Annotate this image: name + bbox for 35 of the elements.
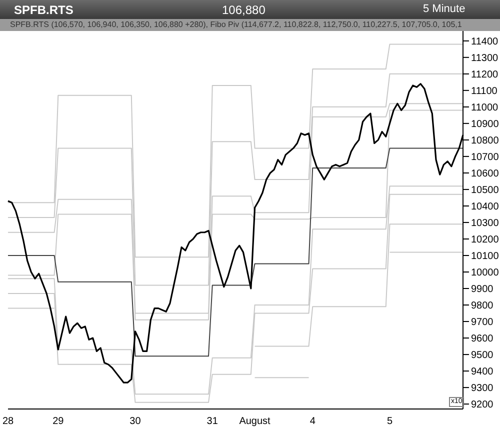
y-tick-label: 10700	[471, 152, 500, 163]
x-tick-label: 31	[206, 416, 218, 428]
y-tick-label: 9200	[471, 400, 494, 411]
y-tick-label: 9400	[471, 366, 494, 378]
x-tick-label: 28	[2, 416, 14, 428]
y-tick-label: 10600	[471, 168, 500, 180]
y-tick-label: 9700	[471, 317, 494, 328]
y-tick-label: 10200	[471, 234, 500, 246]
x-tick-label: 5	[386, 416, 393, 428]
y-tick-label: 9500	[471, 350, 494, 362]
y-tick-label: 10900	[471, 118, 500, 130]
y-tick-label: 10300	[471, 218, 500, 230]
chart-subtitle: 106,880	[222, 3, 266, 17]
x-tick-label: 29	[52, 416, 64, 428]
x-tick-label: 30	[130, 416, 142, 428]
y-tick-label: 11400	[471, 36, 499, 48]
y-tick-label: 10400	[471, 202, 500, 213]
y-tick-label: 11200	[471, 69, 499, 80]
y-tick-label: 10500	[471, 185, 500, 196]
chart-title: SPFB.RTS	[14, 3, 74, 17]
x-tick-label: 4	[310, 416, 316, 428]
text: 5 Minute	[423, 3, 466, 15]
y-tick-label: 9800	[471, 300, 494, 312]
y-tick-label: 9600	[471, 334, 494, 345]
y-tick-label: 10800	[471, 135, 500, 146]
text: SPFB.RTS (106,570, 106,940, 106,350, 106,880 +280), Fibo Piv (114,677.2, 110,822.8, 112,750.0, 110,227.5, 107,705.0, 105,1	[0, 19, 500, 31]
x-tick-label: August	[239, 416, 271, 428]
y-tick-label: 11000	[471, 102, 499, 114]
y-tick-label: 11100	[471, 86, 498, 97]
y-tick-label: 10100	[471, 251, 500, 262]
y-tick-label: 10000	[471, 268, 500, 279]
y-tick-label: 9300	[471, 383, 494, 394]
y-tick-label: 9900	[471, 284, 494, 296]
y-tick-label: 11300	[471, 52, 499, 64]
line-series	[8, 148, 464, 357]
